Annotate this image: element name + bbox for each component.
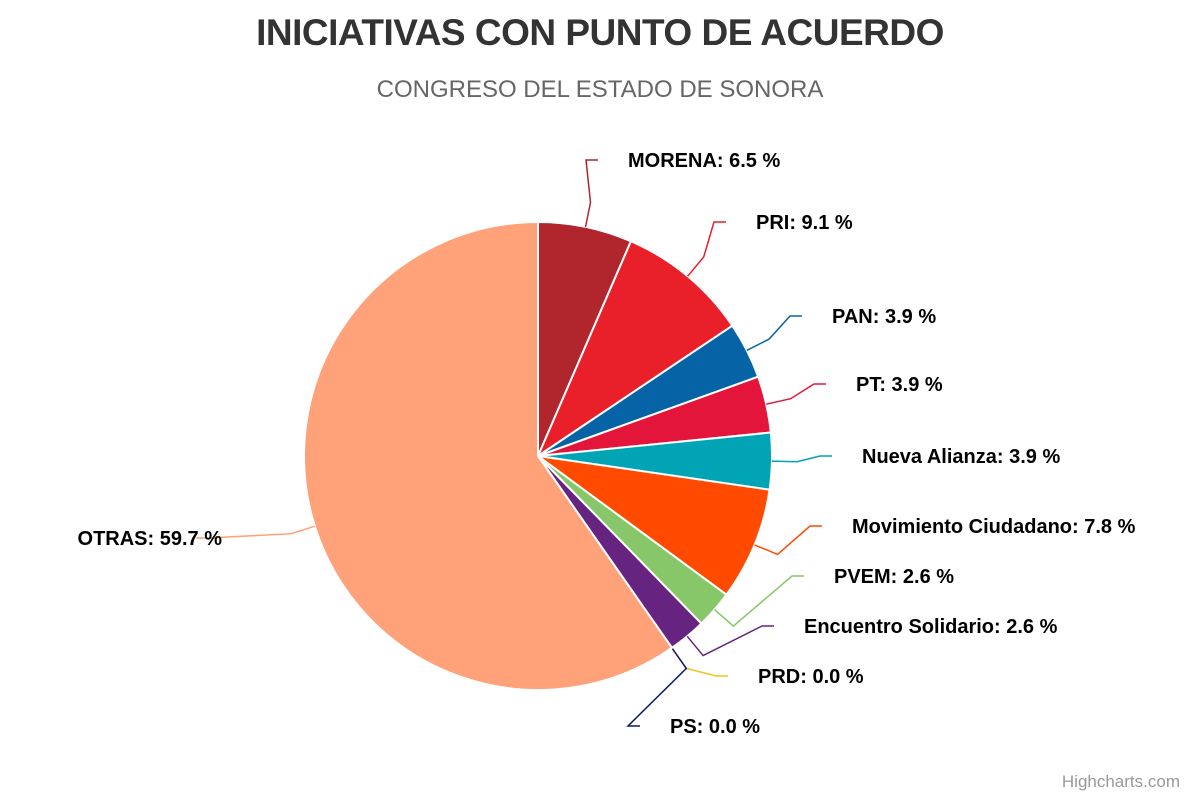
connector-encuentro-solidario xyxy=(686,625,774,657)
connector-nueva-alianza xyxy=(771,455,832,463)
credits-link[interactable]: Highcharts.com xyxy=(1061,772,1180,791)
data-label-pt: PT: 3.9 % xyxy=(856,374,943,396)
data-label-nueva-alianza: Nueva Alianza: 3.9 % xyxy=(862,446,1060,468)
data-label-otras: OTRAS: 59.7 % xyxy=(78,528,223,550)
data-label-prd: PRD: 0.0 % xyxy=(758,666,864,688)
pie-slice-otras[interactable] xyxy=(303,221,673,691)
data-label-ps: PS: 0.0 % xyxy=(670,716,760,738)
connector-otras xyxy=(196,525,316,539)
connector-pt xyxy=(766,383,826,405)
chart-title: INICIATIVAS CON PUNTO DE ACUERDO xyxy=(256,12,944,53)
data-label-pvem: PVEM: 2.6 % xyxy=(834,566,954,588)
data-label-pan: PAN: 3.9 % xyxy=(832,306,936,328)
chart-subtitle: CONGRESO DEL ESTADO DE SONORA xyxy=(376,76,824,103)
connector-movimiento-ciudadano xyxy=(754,525,822,556)
connector-morena xyxy=(584,159,598,228)
pie-slice-movimiento-ciudadano[interactable] xyxy=(537,455,771,596)
data-label-morena: MORENA: 6.5 % xyxy=(628,150,780,172)
connector-pan xyxy=(746,315,802,352)
data-label-pri: PRI: 9.1 % xyxy=(756,212,853,234)
connector-pvem xyxy=(714,575,804,628)
data-label-movimiento-ciudadano: Movimiento Ciudadano: 7.8 % xyxy=(852,516,1136,538)
connector-pri xyxy=(687,221,726,277)
connector-ps xyxy=(626,647,688,727)
pie-slice-pri[interactable] xyxy=(537,240,734,457)
data-label-encuentro-solidario: Encuentro Solidario: 2.6 % xyxy=(804,616,1058,638)
